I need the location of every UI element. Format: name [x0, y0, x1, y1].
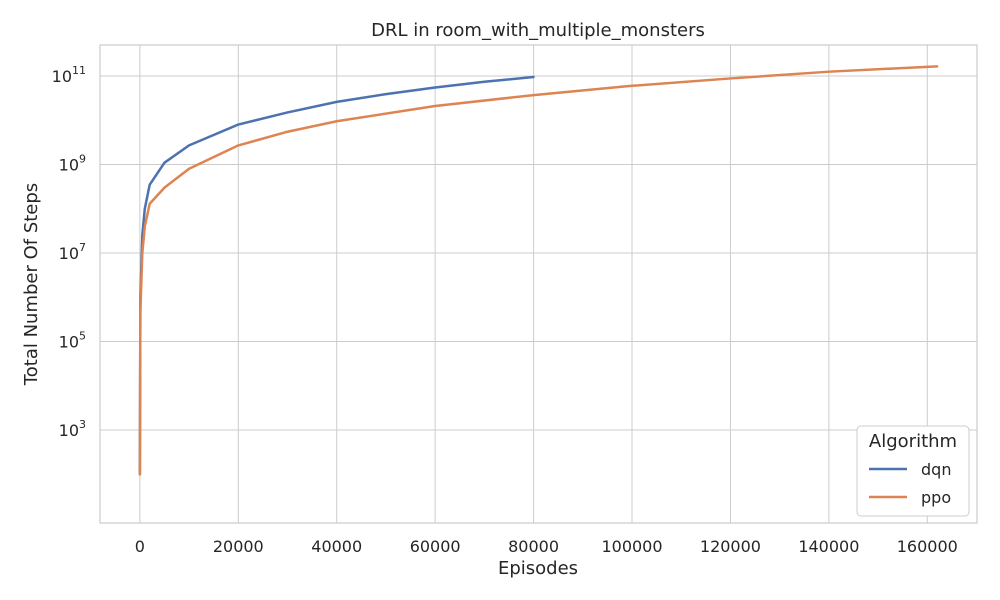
series-line-dqn: [138, 75, 535, 476]
series-lines: [138, 65, 939, 476]
legend-box: [856, 425, 970, 517]
x-tick-label: 60000: [410, 537, 461, 556]
y-axis-label: Total Number Of Steps: [21, 183, 42, 386]
x-tick-label: 100000: [601, 537, 662, 556]
y-tick-labels: 103 105 107 109 1011: [52, 64, 86, 440]
x-tick-label: 140000: [798, 537, 859, 556]
x-tick-label: 40000: [311, 537, 362, 556]
series-line-ppo: [138, 65, 939, 476]
y-tick-label: 103: [59, 418, 86, 440]
y-grid: [100, 75, 977, 431]
y-tick-label: 107: [59, 241, 86, 263]
plot-frame: [99, 44, 978, 524]
x-tick-label: 160000: [897, 537, 958, 556]
x-tick-label: 120000: [700, 537, 761, 556]
y-tick-label: 1011: [52, 64, 86, 86]
y-tick-label: 105: [59, 330, 86, 352]
x-tick-label: 20000: [213, 537, 264, 556]
x-tick-labels: 0 20000 40000 60000 80000 100000 120000 140000 1…: [135, 537, 958, 556]
x-tick-label: 0: [135, 537, 145, 556]
x-tick-label: 80000: [508, 537, 559, 556]
y-tick-label: 109: [59, 153, 86, 175]
legend: Algorithm dqn ppo: [856, 425, 970, 517]
x-axis-label: Episodes: [498, 558, 578, 579]
legend-title: Algorithm: [869, 431, 957, 452]
legend-label-ppo: ppo: [921, 488, 951, 507]
chart-title: DRL in room_with_multiple_monsters: [371, 20, 705, 41]
legend-label-dqn: dqn: [921, 460, 951, 479]
plot-background: [100, 45, 977, 523]
